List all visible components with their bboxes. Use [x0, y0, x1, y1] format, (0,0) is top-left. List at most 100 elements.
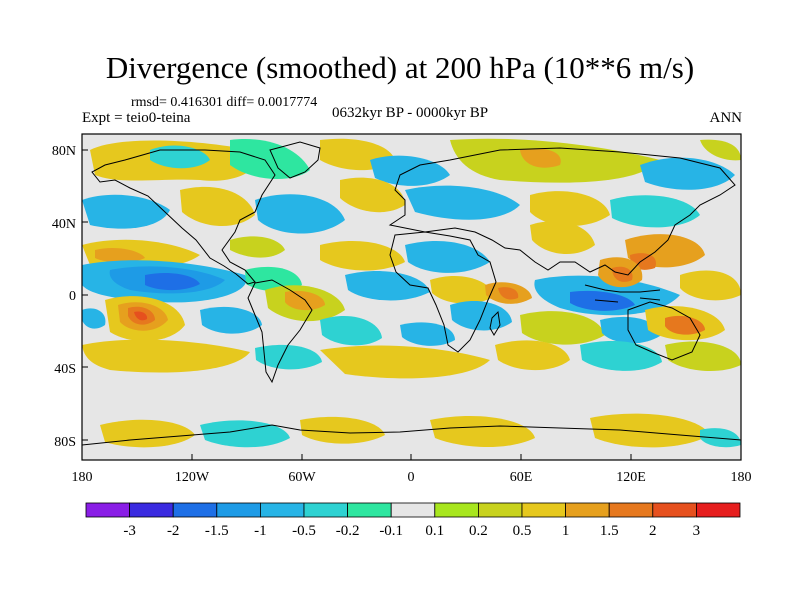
contour-region — [300, 416, 385, 444]
colorbar-label: -1.5 — [205, 523, 229, 539]
colorbar-label: 0.1 — [425, 523, 444, 539]
colorbar-label: -3 — [123, 523, 136, 539]
contour-region — [520, 311, 605, 345]
colorbar-label: 1 — [562, 523, 570, 539]
colorbar-label: -0.1 — [379, 523, 403, 539]
colorbar-swatch — [347, 502, 392, 518]
contour-region — [400, 322, 455, 346]
lat-label-40N: 40N — [52, 217, 76, 232]
colorbar-label: 0.2 — [469, 523, 488, 539]
coastline-eurasia — [388, 147, 736, 276]
plot-title: Divergence (smoothed) at 200 hPa (10**6 … — [105, 50, 695, 85]
colorbar-swatch — [434, 502, 479, 518]
contour-region — [200, 306, 262, 334]
colorbar-label: -0.5 — [292, 523, 316, 539]
contour-region — [230, 236, 285, 258]
colorbar-swatch — [172, 502, 218, 518]
contour-region — [405, 241, 490, 273]
colorbar-swatch — [129, 502, 174, 518]
contour-region — [255, 194, 345, 234]
contour-region — [530, 221, 595, 255]
contour-region — [95, 247, 145, 263]
contour-region — [498, 287, 519, 300]
contour-region — [200, 420, 290, 448]
contour-region — [82, 194, 170, 229]
contour-region — [82, 308, 106, 329]
contour-region — [230, 139, 310, 180]
coastline-south-america — [247, 279, 313, 384]
contour-region — [700, 428, 741, 448]
colorbar-swatch — [216, 502, 261, 518]
colorbar-swatch — [477, 502, 523, 518]
season-label: ANN — [709, 110, 743, 126]
colorbar-swatch — [608, 502, 654, 518]
colorbar-labels: -3 -2 -1.5 -1 -0.5 -0.2 -0.1 0.1 0.2 0.5 1 1.5 2 3 — [123, 523, 700, 539]
period-label: 0632kyr BP - 0000kyr BP — [331, 105, 489, 121]
axis-ticks — [81, 149, 742, 460]
contour-region — [665, 315, 705, 335]
lon-label-120W: 120W — [175, 470, 210, 485]
colorbar-label: 2 — [649, 523, 657, 539]
contour-region — [245, 266, 302, 292]
coastlines — [82, 141, 741, 446]
contour-region — [530, 191, 610, 227]
stats-text: rmsd= 0.416301 diff= 0.0017774 — [131, 95, 318, 110]
contour-region — [145, 273, 200, 291]
contour-region — [255, 344, 322, 370]
experiment-label: Expt = teio0-teina — [82, 110, 191, 126]
contour-region — [430, 275, 495, 304]
contour-region — [405, 185, 520, 220]
contour-region — [700, 139, 741, 161]
colorbar-swatch — [85, 502, 130, 518]
contour-region — [665, 341, 741, 372]
colorbar-label: -2 — [167, 523, 180, 539]
lon-label-180-west: 180 — [72, 470, 93, 485]
colorbar-label: -0.2 — [336, 523, 360, 539]
coastline-africa — [389, 231, 497, 353]
contour-region — [610, 195, 700, 228]
coastline-north-america — [91, 149, 276, 285]
lon-label-0: 0 — [408, 470, 415, 485]
colorbar — [85, 502, 741, 518]
contour-region — [320, 316, 382, 346]
coastline-indonesia — [584, 284, 661, 303]
contour-region — [82, 339, 250, 373]
colorbar-label: 1.5 — [600, 523, 619, 539]
lon-label-60W: 60W — [288, 470, 316, 485]
lon-label-180-east: 180 — [731, 470, 752, 485]
contour-region — [430, 416, 535, 448]
field-layer — [82, 134, 741, 460]
lon-label-60E: 60E — [510, 470, 533, 485]
colorbar-swatch — [259, 502, 305, 518]
colorbar-swatch — [565, 502, 610, 518]
contour-region — [340, 177, 405, 213]
coastline-madagascar — [489, 310, 501, 336]
contour-region — [320, 345, 490, 379]
contour-region — [450, 301, 512, 331]
colorbar-swatch — [652, 502, 697, 518]
contour-region — [180, 186, 255, 227]
coastline-antarctica — [82, 424, 741, 446]
contour-region — [590, 413, 710, 448]
lon-label-120E: 120E — [616, 470, 646, 485]
contour-region — [600, 316, 660, 344]
colorbar-swatch — [390, 502, 436, 518]
colorbar-swatch — [521, 502, 566, 518]
contour-region — [134, 311, 148, 321]
lat-label-0: 0 — [69, 289, 76, 304]
coastline-australia — [627, 301, 701, 361]
lat-label-80S: 80S — [54, 435, 76, 450]
coastline-greenland — [269, 141, 321, 179]
contour-region — [495, 340, 570, 371]
contour-region — [680, 270, 741, 301]
lat-label-80N: 80N — [52, 144, 76, 159]
colorbar-label: 0.5 — [513, 523, 532, 539]
contour-region — [345, 271, 430, 301]
colorbar-label: 3 — [693, 523, 701, 539]
contour-region — [320, 241, 405, 271]
contour-region — [520, 148, 561, 168]
colorbar-swatch — [303, 502, 348, 518]
lat-label-40S: 40S — [54, 362, 76, 377]
contour-region — [612, 266, 633, 282]
contour-region — [580, 341, 662, 371]
